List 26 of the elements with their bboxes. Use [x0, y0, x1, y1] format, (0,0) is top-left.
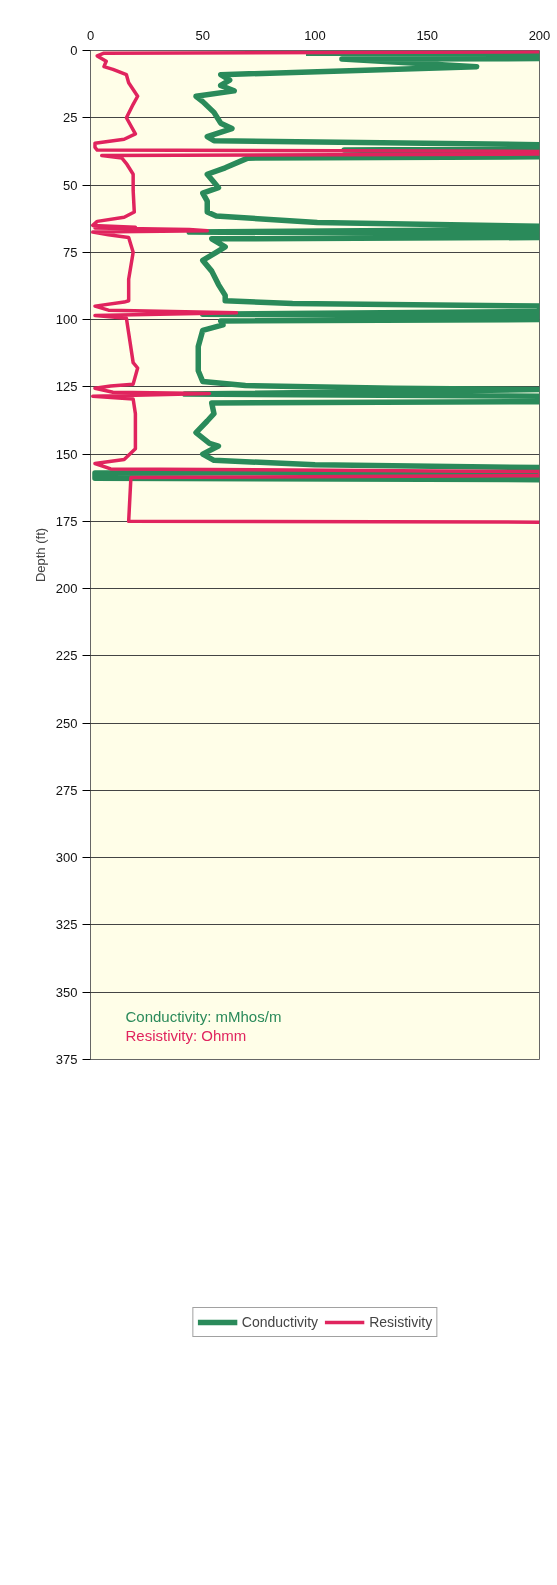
- y-tick-label: 225: [55, 648, 78, 664]
- x-tick-label: 0: [86, 27, 95, 43]
- x-tick-label: 150: [416, 27, 439, 43]
- annotation: Conductivity: mMhos/m: [125, 1007, 282, 1025]
- y-tick-label: 125: [55, 379, 78, 395]
- y-tick-label: 300: [55, 850, 78, 866]
- x-tick-label: 50: [195, 27, 210, 43]
- legend-label: Conductivity: [241, 1314, 319, 1330]
- y-tick-label: 25: [63, 110, 78, 126]
- y-tick-label: 325: [55, 917, 78, 933]
- x-tick-label: 100: [304, 27, 326, 43]
- y-tick-label: 375: [55, 1052, 78, 1067]
- y-tick-label: 50: [63, 177, 78, 193]
- annotation: Resistivity: Ohmm: [125, 1026, 247, 1044]
- y-tick-label: 0: [70, 43, 78, 58]
- x-tick-label: 200: [528, 27, 551, 43]
- y-tick-label: 150: [55, 446, 78, 462]
- y-tick-label: 200: [55, 581, 78, 597]
- y-axis-title: Depth (ft): [32, 527, 48, 583]
- y-tick-label: 275: [55, 782, 78, 798]
- y-tick-label: 250: [55, 715, 78, 731]
- y-tick-label: 100: [55, 312, 78, 328]
- y-tick-label: 75: [63, 244, 78, 260]
- legend-label: Resistivity: [369, 1314, 433, 1330]
- y-tick-label: 175: [55, 513, 78, 529]
- y-tick-label: 350: [55, 984, 78, 1000]
